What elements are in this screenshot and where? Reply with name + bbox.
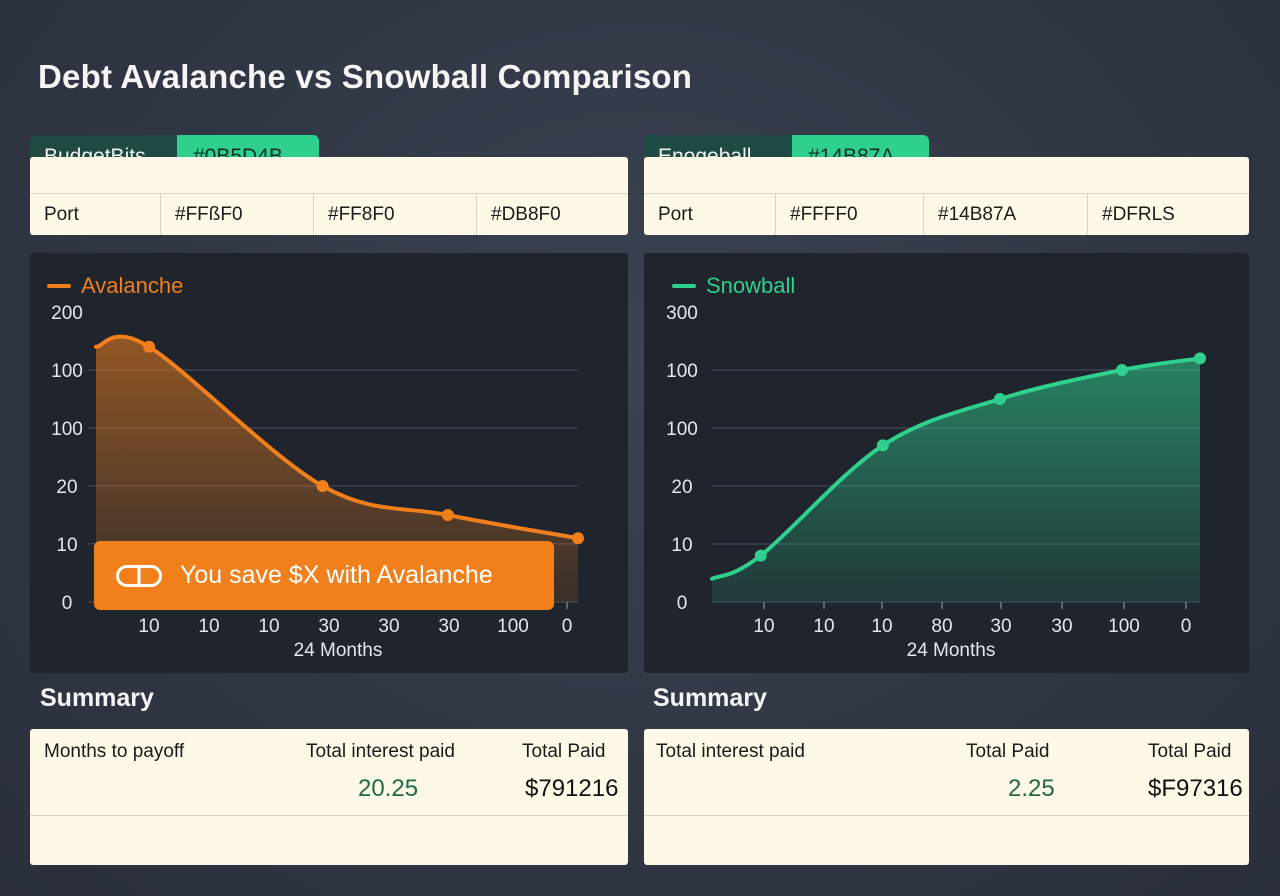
chart-legend: Snowball [672, 273, 795, 299]
prop-value: #FFßF0 [161, 194, 314, 235]
y-tick-label: 100 [51, 419, 83, 440]
x-tick-label: 100 [1108, 616, 1140, 637]
x-tick-label: 100 [497, 616, 529, 637]
savings-callout[interactable]: You save $X with Avalanche [94, 541, 554, 610]
x-tick-label: 0 [1181, 616, 1192, 637]
data-point [441, 509, 454, 521]
prop-label: Port [30, 194, 161, 235]
total-interest-value: 2.25 [1008, 775, 1055, 802]
prop-value: #14B87A [924, 194, 1088, 235]
y-tick-label: 10 [671, 535, 692, 556]
chart-legend: Avalanche [47, 273, 183, 299]
x-tick-label: 0 [562, 616, 573, 637]
prop-value: #DFRLS [1102, 203, 1175, 225]
x-axis-label: 24 Months [907, 640, 996, 661]
data-point [316, 480, 329, 492]
callout-text: You save $X with Avalanche [180, 561, 493, 589]
page-title: Debt Avalanche vs Snowball Comparison [38, 58, 693, 95]
y-tick-label: 0 [677, 593, 688, 614]
snowball-chart: 300 100 100 20 10 0 10 10 10 80 30 30 100 0 24 Months … [644, 253, 1249, 673]
summary-header: Total Paid [522, 741, 606, 762]
summary-title: Summary [40, 684, 154, 712]
y-tick-label: 200 [51, 303, 83, 324]
y-tick-label: 100 [666, 361, 698, 382]
series-area [712, 358, 1200, 602]
prop-label: Port [644, 194, 776, 235]
summary-title: Summary [653, 684, 767, 712]
summary-header: Months to payoff [44, 741, 185, 762]
data-point [143, 340, 156, 353]
data-point [1115, 364, 1128, 376]
summary-card: Total interest paid Total Paid Total Pai… [644, 729, 1249, 865]
total-paid-value: $791216 [525, 775, 619, 802]
y-tick-label: 0 [62, 593, 73, 614]
pill-toggle-icon [116, 564, 162, 587]
x-tick-label: 30 [438, 616, 459, 637]
prop-value: #FFFF0 [776, 194, 924, 235]
summary-card: Months to payoff Total interest paid Tot… [30, 729, 628, 865]
x-tick-label: 10 [871, 616, 892, 637]
y-tick-label: 20 [56, 477, 77, 498]
data-point [993, 393, 1006, 405]
prop-value: #FF8F0 [314, 194, 477, 235]
y-tick-label: 20 [671, 477, 692, 498]
data-point [754, 549, 767, 562]
x-tick-label: 30 [990, 616, 1011, 637]
summary-header: Total Paid [966, 741, 1050, 762]
y-tick-label: 100 [666, 419, 698, 440]
data-point [1194, 352, 1206, 365]
y-tick-label: 10 [56, 535, 77, 556]
x-tick-label: 10 [813, 616, 834, 637]
data-point [572, 532, 584, 545]
x-tick-label: 30 [318, 616, 339, 637]
snowball-properties: Port #FFFF0 #14B87A #DFRLS [644, 157, 1249, 235]
x-tick-label: 80 [931, 616, 952, 637]
y-tick-label: 300 [666, 303, 698, 324]
legend-label: Avalanche [81, 273, 184, 298]
total-paid-value: $F97316 [1148, 775, 1243, 802]
total-interest-value: 20.25 [358, 775, 419, 802]
x-tick-label: 10 [258, 616, 279, 637]
data-point [876, 439, 889, 452]
x-tick-label: 30 [378, 616, 399, 637]
x-tick-label: 10 [753, 616, 774, 637]
legend-label: Snowball [706, 273, 796, 298]
x-axis-label: 24 Months [294, 640, 383, 661]
y-tick-label: 100 [51, 361, 83, 382]
summary-header: Total Paid [1148, 741, 1232, 762]
avalanche-chart: 200 100 100 20 10 0 10 10 10 30 30 30 100 0 24 Months … [30, 253, 628, 673]
avalanche-properties: Port #FFßF0 #FF8F0 #DB8F0 [30, 157, 628, 235]
summary-header: Total interest paid [306, 741, 455, 762]
summary-header: Total interest paid [656, 741, 805, 762]
x-tick-label: 10 [198, 616, 219, 637]
prop-value: #DB8F0 [491, 203, 561, 225]
x-tick-label: 10 [138, 616, 159, 637]
x-tick-label: 30 [1051, 616, 1072, 637]
